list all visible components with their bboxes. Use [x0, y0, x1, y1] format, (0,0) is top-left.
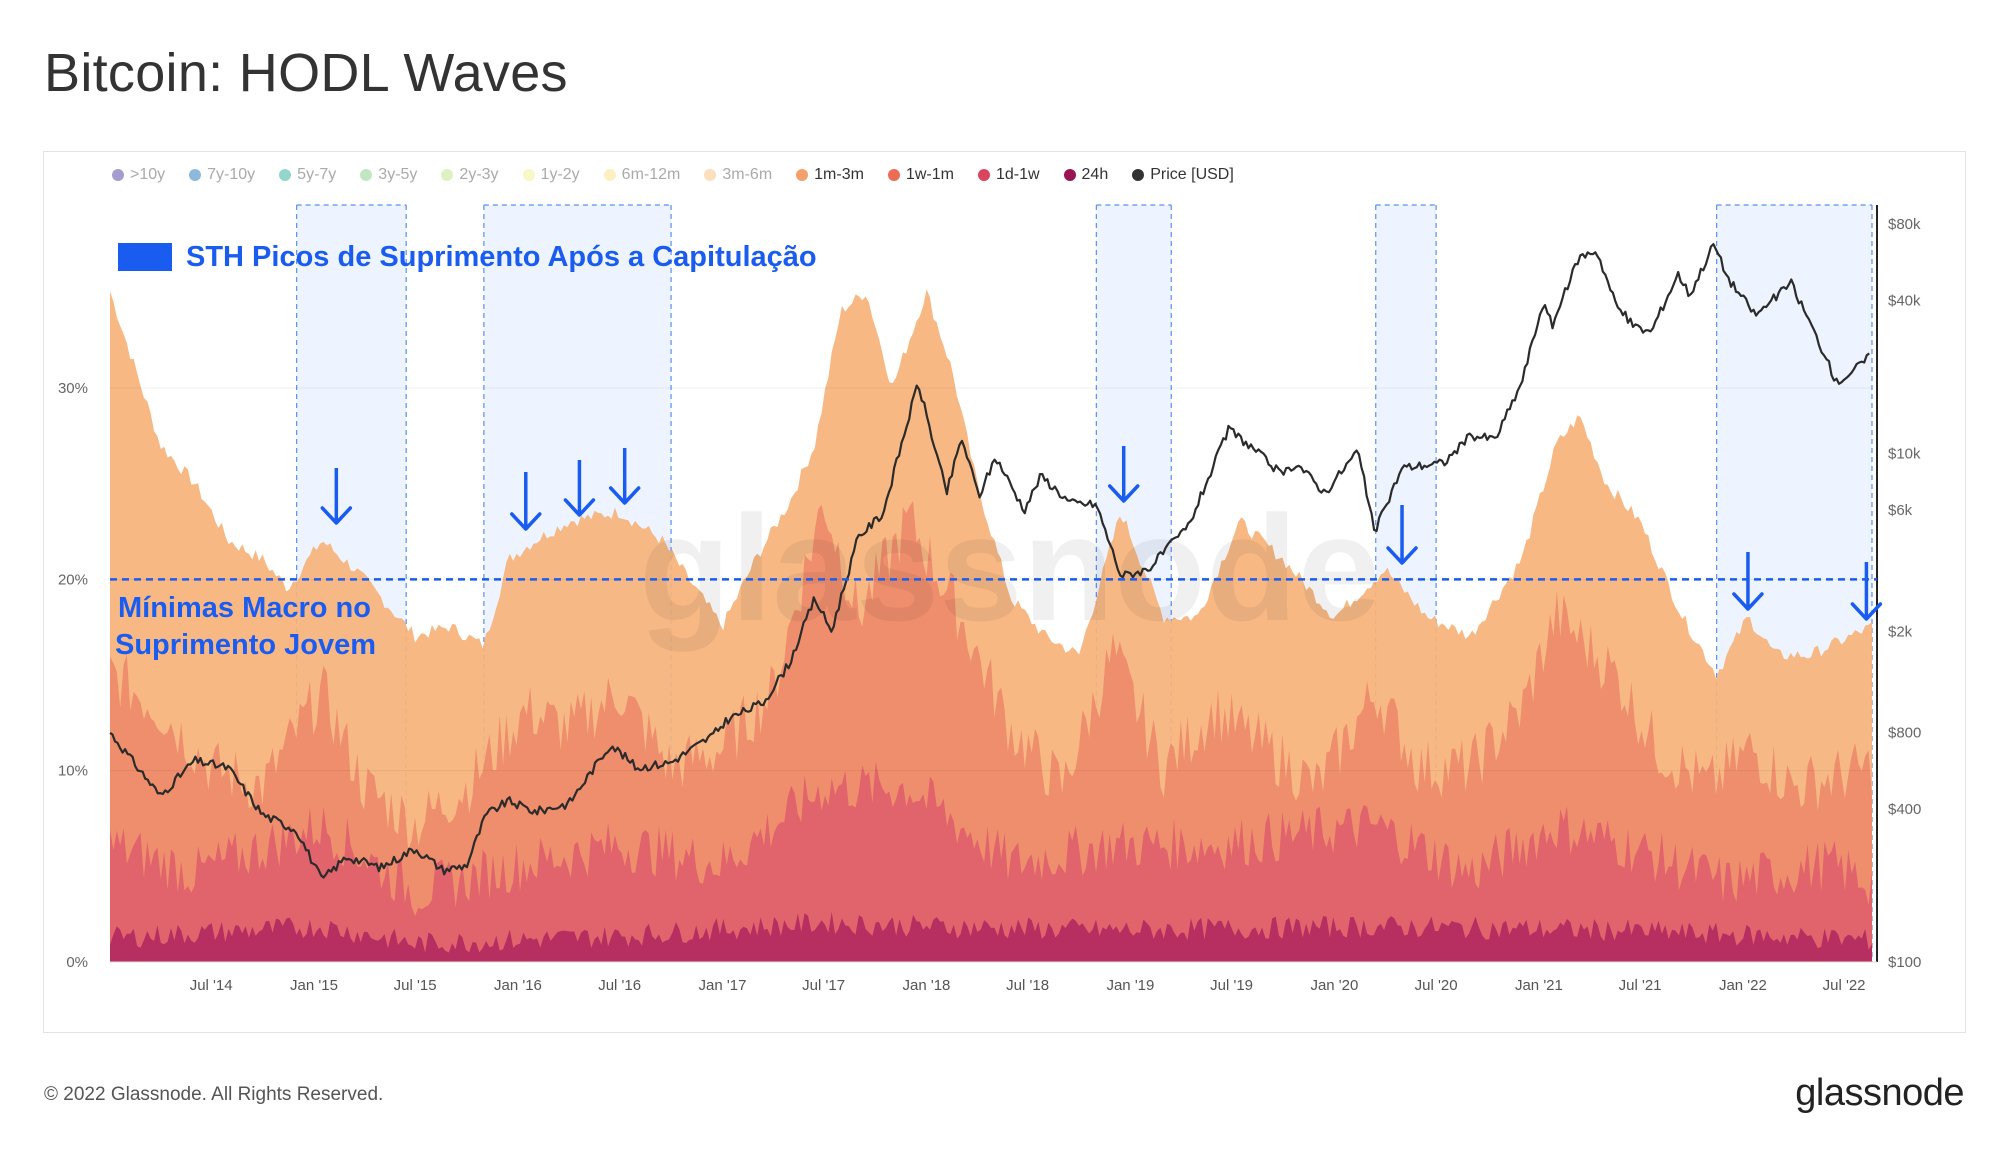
- legend-label: 1y-2y: [540, 166, 580, 183]
- legend-item-1w-1m[interactable]: 1w-1m: [887, 166, 954, 184]
- y-tick-label: 30%: [58, 380, 88, 397]
- y-tick-label: 20%: [58, 571, 88, 588]
- brand-logo: glassnode: [1795, 1072, 1964, 1114]
- legend-label: 1d-1w: [995, 166, 1040, 183]
- annotation-arrowhead: [510, 512, 542, 531]
- legend-item-6m-12m[interactable]: 6m-12m: [603, 166, 681, 184]
- legend-dot: [1132, 169, 1145, 181]
- x-tick-label: Jul '16: [598, 977, 641, 994]
- y-tick-label: 10%: [58, 763, 88, 780]
- legend-label: 24h: [1081, 166, 1109, 183]
- x-tick-label: Jul '17: [802, 977, 845, 994]
- y2-tick-label: $2k: [1888, 623, 1913, 640]
- sth-label: STH Picos de Suprimento Após a Capitulaç…: [186, 241, 817, 273]
- x-tick-label: Jul '15: [394, 977, 437, 994]
- y2-tick-label: $40k: [1888, 293, 1921, 310]
- y2-tick-label: $6k: [1888, 502, 1913, 519]
- legend-label: 3m-6m: [722, 166, 773, 183]
- copyright-footer: © 2022 Glassnode. All Rights Reserved.: [44, 1084, 384, 1105]
- x-tick-label: Jan '18: [903, 977, 951, 994]
- price-series: [109, 243, 1870, 879]
- annotation-arrowhead: [1107, 484, 1140, 503]
- axes: 0% 10% 20% 30% $100 $400 $800 $2k $6k $10k $40k $80…: [58, 205, 1921, 994]
- legend-dot: [360, 169, 373, 181]
- annotation-arrowhead: [320, 506, 353, 525]
- x-tick-label: Jan '16: [494, 977, 542, 994]
- chart-frame: [43, 151, 1966, 1033]
- x-tick-label: Jul '14: [190, 977, 233, 994]
- legend-item-1m-3m[interactable]: 1m-3m: [796, 166, 864, 184]
- legend-item-7y-10y[interactable]: 7y-10y: [189, 166, 255, 184]
- y2-tick-label: $10k: [1888, 446, 1921, 463]
- legend: >10y 7y-10y 5y-7y 3y-5y 2y-3y 1y-2y 6m-12m 3m-6…: [112, 166, 1258, 184]
- x-tick-label: Jul '20: [1415, 977, 1458, 994]
- x-tick-label: Jan '19: [1106, 977, 1154, 994]
- y2-tick-label: $400: [1888, 801, 1921, 818]
- legend-label: Price [USD]: [1150, 166, 1234, 183]
- legend-item--10y[interactable]: >10y: [112, 166, 165, 184]
- legend-label: 1m-3m: [814, 166, 864, 183]
- legend-dot: [603, 169, 616, 181]
- x-tick-label: Jan '20: [1310, 977, 1358, 994]
- x-tick-label: Jul '18: [1006, 977, 1049, 994]
- annotation-arrowhead: [608, 486, 641, 505]
- x-tick-label: Jan '22: [1719, 977, 1767, 994]
- annotation-arrowhead: [1386, 546, 1418, 565]
- legend-label: 6m-12m: [621, 166, 681, 183]
- legend-dot: [279, 169, 292, 181]
- x-tick-label: Jul '21: [1619, 977, 1662, 994]
- legend-item-3m-6m[interactable]: 3m-6m: [704, 166, 772, 184]
- legend-item-3y-5y[interactable]: 3y-5y: [360, 166, 417, 184]
- price-line: [109, 243, 1870, 879]
- macro-label-line1: Mínimas Macro no: [118, 592, 371, 624]
- legend-dot: [1063, 169, 1076, 181]
- legend-dot: [189, 169, 202, 181]
- y2-tick-label: $80k: [1888, 216, 1921, 233]
- x-tick-label: Jan '17: [699, 977, 747, 994]
- x-tick-label: Jul '19: [1210, 977, 1253, 994]
- legend-dot: [522, 169, 535, 181]
- legend-label: >10y: [130, 166, 166, 183]
- legend-label: 7y-10y: [207, 166, 256, 183]
- chart-title: Bitcoin: HODL Waves: [44, 43, 568, 103]
- legend-item-24h[interactable]: 24h: [1063, 166, 1109, 184]
- legend-item-1d-1w[interactable]: 1d-1w: [977, 166, 1040, 184]
- legend-dot: [112, 169, 124, 181]
- y2-tick-label: $800: [1888, 724, 1921, 741]
- legend-label: 2y-3y: [459, 166, 499, 183]
- legend-item-5y-7y[interactable]: 5y-7y: [279, 166, 336, 184]
- legend-item-1y-2y[interactable]: 1y-2y: [522, 166, 580, 184]
- annotation-arrowhead: [1850, 602, 1883, 621]
- y2-tick-label: $100: [1888, 954, 1921, 971]
- legend-item-price-usd-[interactable]: Price [USD]: [1132, 166, 1234, 184]
- legend-label: 3y-5y: [378, 166, 418, 183]
- area-series: [110, 289, 1872, 963]
- x-tick-label: Jan '15: [290, 977, 338, 994]
- annotations: STH Picos de Suprimento Após a Capitulaç…: [110, 241, 1883, 661]
- x-tick-label: Jan '21: [1515, 977, 1563, 994]
- area-series-1d-1w: [110, 761, 1872, 962]
- legend-dot: [977, 169, 990, 181]
- watermark: glassnode: [639, 484, 1381, 652]
- macro-label-line2: Suprimento Jovem: [115, 629, 376, 661]
- legend-item-2y-3y[interactable]: 2y-3y: [441, 166, 499, 184]
- area-series-24h: [110, 911, 1872, 962]
- x-tick-label: Jul '22: [1823, 977, 1866, 994]
- annotation-arrowhead: [1732, 592, 1764, 611]
- annotation-arrowhead: [563, 498, 596, 517]
- y-tick-label: 0%: [66, 954, 88, 971]
- legend-label: 1w-1m: [905, 166, 954, 183]
- legend-dot: [796, 169, 809, 181]
- legend-dot: [887, 169, 900, 181]
- legend-dot: [704, 169, 717, 181]
- legend-dot: [441, 169, 454, 181]
- sth-legend-swatch: [118, 243, 172, 271]
- legend-label: 5y-7y: [297, 166, 337, 183]
